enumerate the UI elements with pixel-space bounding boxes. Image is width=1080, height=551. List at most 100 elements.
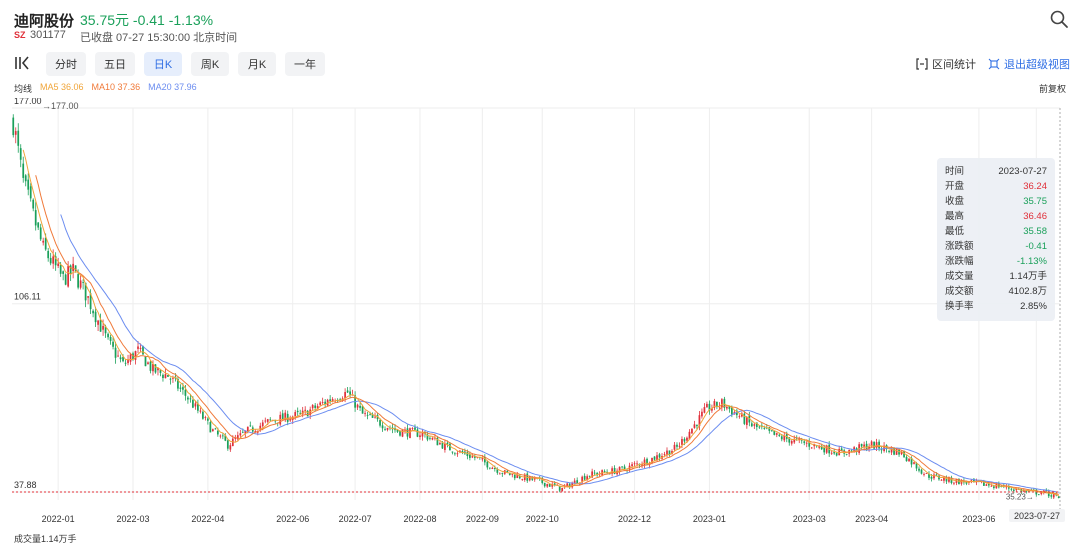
info-row: 最低 35.58 bbox=[945, 224, 1047, 239]
candle-body bbox=[880, 449, 883, 451]
candle-body bbox=[498, 473, 501, 475]
candle-body bbox=[870, 441, 873, 446]
x-tick-label: 2023-03 bbox=[793, 514, 826, 524]
candle-body bbox=[775, 433, 778, 435]
candle-body bbox=[918, 468, 920, 471]
candle-body bbox=[429, 437, 431, 439]
candle-body bbox=[364, 413, 366, 415]
collapse-icon[interactable] bbox=[14, 54, 32, 72]
candle-body bbox=[409, 428, 411, 439]
candle-body bbox=[54, 256, 57, 266]
candle-body bbox=[249, 425, 252, 427]
min-price-marker: 35.23→ bbox=[1006, 493, 1034, 502]
quote-header: 迪阿股份 35.75元 -0.41 -1.13% SZ 301177 已收盘 0… bbox=[14, 8, 1070, 48]
stock-name: 迪阿股份 bbox=[14, 13, 75, 30]
info-value: 35.75 bbox=[1023, 196, 1047, 207]
candle-body bbox=[810, 447, 813, 449]
bracket-icon bbox=[916, 58, 928, 70]
candle-body bbox=[753, 424, 756, 426]
candle-body bbox=[678, 445, 681, 447]
candle-body bbox=[913, 462, 915, 464]
candle-body bbox=[698, 415, 701, 426]
candle-body bbox=[254, 431, 257, 433]
candle-body bbox=[416, 429, 419, 437]
candle-body bbox=[67, 266, 70, 287]
candle-body bbox=[204, 417, 207, 418]
candle-body bbox=[561, 487, 564, 492]
candle-body bbox=[703, 407, 706, 413]
tab-period[interactable]: 月K bbox=[238, 52, 276, 76]
candle-body bbox=[339, 399, 341, 400]
candle-body bbox=[359, 405, 361, 408]
info-value: 36.46 bbox=[1023, 211, 1047, 222]
candle-body bbox=[12, 117, 15, 136]
candle-body bbox=[830, 452, 833, 454]
candle-body bbox=[209, 422, 212, 433]
y-tick-label: 177.00 bbox=[14, 98, 42, 106]
range-stat-button[interactable]: 区间统计 bbox=[916, 56, 976, 72]
candle-body bbox=[686, 437, 688, 441]
candle-body bbox=[928, 473, 930, 478]
candle-body bbox=[259, 425, 262, 430]
y-tick-label: 106.11 bbox=[14, 292, 41, 302]
tab-period[interactable]: 一年 bbox=[285, 52, 325, 76]
candle-body bbox=[1022, 490, 1025, 492]
candle-body bbox=[920, 469, 923, 474]
candle-body bbox=[613, 467, 616, 474]
adjust-mode-toggle[interactable]: 前复权 bbox=[1038, 84, 1066, 94]
candle-body bbox=[319, 402, 322, 405]
candle-body bbox=[728, 406, 731, 409]
candle-body bbox=[109, 336, 112, 341]
x-tick-label: 2022-09 bbox=[466, 514, 499, 524]
candle-body bbox=[631, 464, 633, 467]
tab-period[interactable]: 日K bbox=[144, 52, 182, 76]
candle-body bbox=[99, 319, 102, 332]
candle-body bbox=[62, 271, 65, 274]
info-row: 涨跌幅 -1.13% bbox=[945, 254, 1047, 269]
tab-period[interactable]: 五日 bbox=[95, 52, 135, 76]
candle-body bbox=[356, 404, 359, 408]
info-value: -1.13% bbox=[1016, 256, 1047, 267]
info-row: 开盘 36.24 bbox=[945, 179, 1047, 194]
tab-period[interactable]: 周K bbox=[191, 52, 229, 76]
candle-body bbox=[284, 412, 287, 421]
candle-body bbox=[244, 430, 247, 434]
candle-body bbox=[903, 450, 905, 458]
tab-period[interactable]: 分时 bbox=[46, 52, 86, 76]
candle-body bbox=[471, 456, 474, 458]
candle-body bbox=[39, 227, 42, 240]
candle-body bbox=[97, 320, 99, 325]
info-row: 时间 2023-07-27 bbox=[945, 164, 1047, 179]
candle-body bbox=[14, 131, 17, 135]
candle-body bbox=[676, 444, 678, 447]
info-row: 最高 36.46 bbox=[945, 209, 1047, 224]
exit-super-view-button[interactable]: 退出超级视图 bbox=[988, 56, 1070, 72]
candle-body bbox=[516, 474, 519, 478]
search-icon[interactable] bbox=[1048, 8, 1070, 30]
candle-body bbox=[439, 443, 441, 445]
max-price-marker: →177.00 bbox=[42, 101, 79, 111]
candle-body bbox=[721, 399, 723, 408]
candle-body bbox=[331, 399, 334, 402]
candle-body bbox=[164, 374, 167, 379]
candle-body bbox=[142, 345, 144, 355]
candle-body bbox=[1057, 496, 1060, 498]
candle-body bbox=[214, 428, 217, 430]
candle-body bbox=[671, 450, 673, 455]
candle-body bbox=[261, 422, 264, 427]
ma5-label: MA5 36.06 bbox=[40, 82, 84, 92]
candle-body bbox=[693, 424, 696, 428]
candle-body bbox=[593, 472, 596, 474]
info-label: 最高 bbox=[945, 211, 965, 222]
period-tabs: 分时 五日 日K 周K 月K 一年 bbox=[46, 52, 334, 76]
candle-body bbox=[169, 378, 172, 380]
candle-body bbox=[716, 401, 718, 407]
candle-body bbox=[656, 455, 658, 461]
candle-body bbox=[701, 411, 703, 417]
candle-body bbox=[496, 469, 499, 473]
candle-body bbox=[239, 433, 242, 436]
candle-body bbox=[167, 375, 169, 377]
candle-body bbox=[1015, 488, 1018, 491]
kline-chart[interactable]: 177.00 106.11 37.88 →177.00 35.23→ 2022-01 202… bbox=[0, 98, 1080, 532]
candle-body bbox=[651, 457, 653, 463]
